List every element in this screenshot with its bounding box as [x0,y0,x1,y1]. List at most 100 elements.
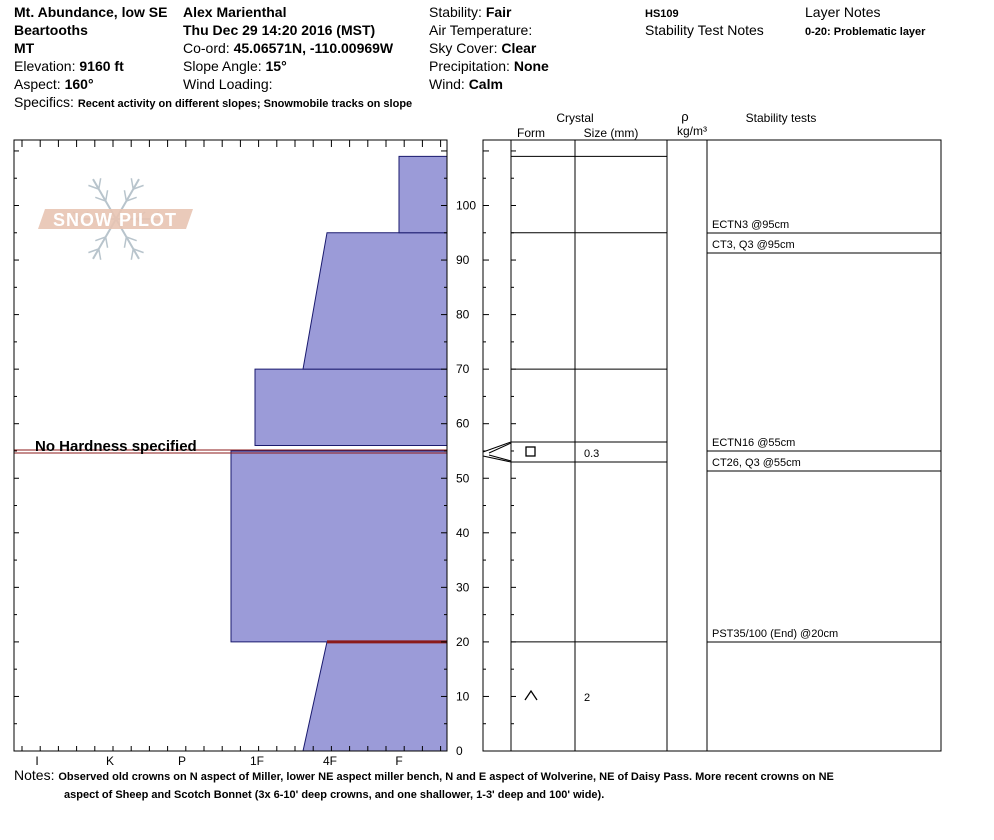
depth-tick-label: 90 [456,253,470,267]
notes-line-1: Observed old crowns on N aspect of Mille… [58,771,834,783]
elevation: Elevation: 9160 ft [14,58,124,75]
chart-frames [13,139,942,752]
crystal-size: 0.3 [584,448,599,460]
hardness-axis-label: 1F [250,754,264,768]
layer-connector [488,442,512,454]
stability-test-result: CT26, Q3 @55cm [712,457,801,469]
hardness-frame [13,139,448,752]
snowflake-branch [88,184,100,190]
snowflake-branch [88,248,100,254]
slope-angle: Slope Angle: 15° [183,58,287,75]
snowflake-branch [126,236,137,242]
notes: Notes: Observed old crowns on N aspect o… [14,767,834,786]
layer-note: 0-20: Problematic layer [805,26,926,38]
depth-tick-label: 50 [456,471,470,485]
depth-tick-label: 70 [456,362,470,376]
layers-frame [482,139,942,752]
specifics-value: Recent activity on different slopes; Sno… [77,98,413,110]
crystal-column: 0.32 [524,446,599,704]
specifics: Specifics: Recent activity on different … [14,94,412,113]
depth-tick-label: 60 [456,417,470,431]
air-temperature: Air Temperature: [429,22,533,38]
precip-value: None [513,58,549,74]
hardness-profile: No Hardness specified [14,155,448,752]
stability-test-notes-title: Stability Test Notes [645,22,764,38]
location-name: Mt. Abundance, low SE [14,4,168,20]
snow-height: HS109 [645,8,679,20]
layer-connector [482,441,512,453]
slope-value: 15° [265,58,287,74]
hardness-layer-56-70 [254,368,448,447]
stability-test-result: ECTN16 @55cm [712,437,795,449]
state: MT [14,40,35,56]
rho-header: ρ [681,109,688,124]
precip-label: Precipitation: [429,58,514,74]
specifics-label: Specifics: [14,94,74,110]
depth-ticks: 0 10 20 30 40 50 60 70 80 90 100 I K P 1F 4F F [14,140,516,768]
hardness-axis-label: K [106,754,114,768]
depth-tick-label: 20 [456,635,470,649]
sky-cover: Sky Cover: Clear [429,40,536,57]
snowflake-branch [104,190,109,202]
hardness-layer-70-95 [302,232,448,370]
hardness-layer-0-20 [302,641,448,752]
aspect-value: 160° [64,76,94,92]
depth-tick-label: 100 [456,199,476,213]
facets-symbol [525,446,536,457]
stability-tests-header: Stability tests [746,111,817,125]
hardness-axis-label: I [35,754,38,768]
slope-label: Slope Angle: [183,58,266,74]
notes-label: Notes: [14,767,55,783]
layer-notes-title: Layer Notes [805,4,881,20]
wind-value: Calm [468,76,503,92]
snowflake-branch [130,178,134,190]
depth-tick-label: 0 [456,744,463,758]
depth-tick-label: 10 [456,689,470,703]
notes-line-2: aspect of Sheep and Scotch Bonnet (3x 6-… [64,789,605,801]
stability-test-column: ECTN3 @95cm CT3, Q3 @95cm ECTN16 @55cm CT26… [712,219,838,640]
layer-connector [488,454,512,462]
snowflake-branch [132,248,144,254]
stability-value: Fair [485,4,512,20]
stability-test-result: CT3, Q3 @95cm [712,239,795,251]
wind-label: Wind: [429,76,469,92]
form-header: Form [517,126,545,140]
layer-connector [482,455,512,463]
snowflake-branch [104,236,109,248]
hardness-axis-label: F [395,754,402,768]
snowflake-branch [98,178,102,190]
wind: Wind: Calm [429,76,503,93]
depth-hoar-symbol [524,689,538,701]
density-unit-header: kg/m³ [677,124,707,138]
snowflake-branch [126,196,137,202]
hardness-layer-20-55 [230,450,448,643]
hardness-axis-label: P [178,754,186,768]
snowflake-branch [123,236,128,248]
sky-label: Sky Cover: [429,40,502,56]
stability: Stability: Fair [429,4,512,21]
depth-tick-label: 30 [456,580,470,594]
hardness-layer-95-109 [398,155,448,234]
logo-banner [38,209,193,229]
coord-label: Co-ord: [183,40,234,56]
crystal-size: 2 [584,692,590,704]
snowflake-branch [123,190,128,202]
elevation-value: 9160 ft [79,58,124,74]
size-header: Size (mm) [584,126,639,140]
mountain-range: Beartooths [14,22,88,38]
observation-datetime: Thu Dec 29 14:20 2016 (MST) [183,22,376,38]
stability-label: Stability: [429,4,486,20]
aspect: Aspect: 160° [14,76,94,93]
depth-tick-label: 40 [456,526,470,540]
hardness-axis-label: 4F [323,754,337,768]
precipitation: Precipitation: None [429,58,549,75]
stability-test-result: PST35/100 (End) @20cm [712,628,838,640]
snowflake-branch [130,248,134,260]
sky-value: Clear [501,40,537,56]
column-headers: Crystal Form Size (mm) ρkg/m³ Stability test… [517,109,816,140]
logo-text: SNOW PILOT [53,210,177,230]
no-hardness-label: No Hardness specified [35,438,197,455]
wind-loading: Wind Loading: [183,76,273,92]
depth-tick-label: 80 [456,308,470,322]
